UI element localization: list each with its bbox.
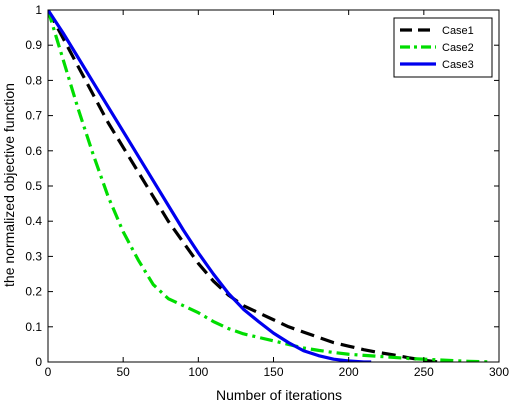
axes: 0 50 100 150 200 250 300 0 0.1 0.2 0.3 0.4 0.5 0.6 0.7…	[25, 3, 509, 379]
x-tick-label: 0	[45, 365, 52, 379]
legend-box	[393, 17, 493, 78]
x-tick-label: 250	[414, 365, 434, 379]
y-tick-label: 0.5	[25, 179, 42, 193]
series-line-1	[48, 10, 440, 362]
series-line-2	[48, 10, 492, 362]
x-tick-label: 300	[489, 365, 509, 379]
y-axis-title: the normalized objective function	[1, 83, 17, 287]
y-tick-label: 0.3	[25, 249, 42, 263]
legend-label-2: Case2	[442, 42, 474, 54]
y-tick-label: 0	[35, 355, 42, 369]
legend: Case1 Case2 Case3	[393, 17, 493, 78]
series-line-3	[48, 10, 372, 362]
y-tick-label: 0.4	[25, 214, 42, 228]
x-tick-label: 50	[116, 365, 130, 379]
y-tick-label: 0.7	[25, 109, 42, 123]
y-tick-label: 0.2	[25, 285, 42, 299]
legend-label-3: Case3	[442, 59, 474, 71]
x-axis-title: Number of iterations	[216, 387, 342, 403]
series-group	[48, 10, 492, 362]
y-tick-label: 0.6	[25, 144, 42, 158]
y-tick-label: 0.1	[25, 320, 42, 334]
y-tick-label: 0.8	[25, 73, 42, 87]
y-tick-label: 1	[35, 3, 42, 17]
legend-label-1: Case1	[442, 25, 474, 37]
y-tick-label: 0.9	[25, 38, 42, 52]
plot-area	[48, 10, 492, 362]
x-tick-label: 200	[339, 365, 359, 379]
x-tick-label: 150	[263, 365, 283, 379]
x-tick-label: 100	[188, 365, 208, 379]
